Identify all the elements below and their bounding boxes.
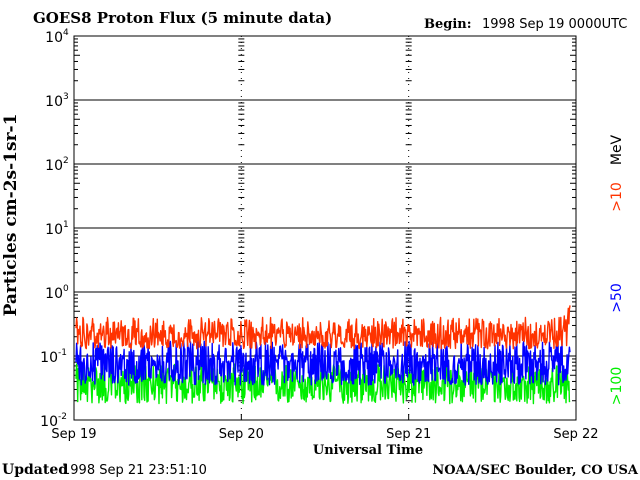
series-line-50mev xyxy=(75,340,571,386)
y-tick-exponent: 1 xyxy=(63,220,69,230)
x-tick-label: Sep 21 xyxy=(386,427,431,442)
legend-gt50: >50 xyxy=(609,283,625,313)
begin-value: 1998 Sep 19 0000UTC xyxy=(482,17,627,32)
y-tick-exponent: -2 xyxy=(58,412,67,422)
y-tick-exponent: 2 xyxy=(63,156,69,166)
y-tick-label: 10 xyxy=(40,350,58,366)
y-tick-label: 10 xyxy=(45,286,63,302)
updated-value: 1998 Sep 21 23:51:10 xyxy=(62,463,207,478)
y-tick-exponent: -1 xyxy=(58,348,67,358)
x-tick-label: Sep 19 xyxy=(51,427,96,442)
chart-title: GOES8 Proton Flux (5 minute data) xyxy=(33,9,332,27)
y-tick-label: 10 xyxy=(45,158,63,174)
legend-gt100: >100 xyxy=(609,367,625,405)
y-axis-label: Particles cm-2s-1sr-1 xyxy=(1,114,21,317)
plot-series xyxy=(75,305,571,405)
x-tick-label: Sep 20 xyxy=(219,427,264,442)
series-line-10mev xyxy=(75,305,571,350)
y-tick-exponent: 0 xyxy=(63,284,69,294)
y-tick-exponent: 4 xyxy=(63,28,69,38)
plot-frame xyxy=(73,35,577,421)
y-tick-label: 10 xyxy=(45,30,63,46)
legend-gt10: >10 xyxy=(609,182,625,212)
y-tick-exponent: 3 xyxy=(63,92,69,102)
x-tick-label: Sep 22 xyxy=(553,427,598,442)
legend-mev: MeV xyxy=(609,134,625,165)
begin-label: Begin: xyxy=(424,17,472,32)
credit-text: NOAA/SEC Boulder, CO USA xyxy=(432,463,639,478)
y-tick-label: 10 xyxy=(45,94,63,110)
updated-label: Updated xyxy=(2,462,68,478)
y-tick-label: 10 xyxy=(45,222,63,238)
y-tick-label: 10 xyxy=(40,414,58,430)
x-tick-labels: Sep 19 Sep 20 Sep 21 Sep 22 xyxy=(51,414,599,442)
x-axis-label: Universal Time xyxy=(313,443,423,458)
